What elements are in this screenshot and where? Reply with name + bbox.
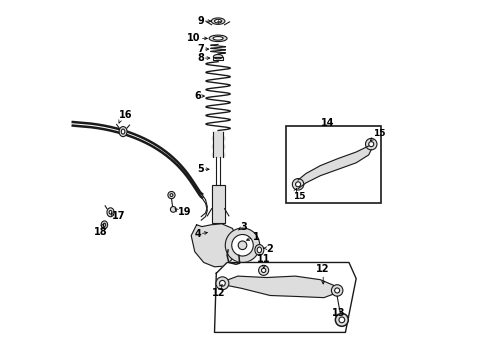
Circle shape — [259, 265, 269, 275]
Circle shape — [335, 288, 340, 293]
Circle shape — [262, 268, 266, 273]
Ellipse shape — [255, 244, 264, 255]
Polygon shape — [212, 185, 224, 223]
Circle shape — [232, 234, 253, 256]
Ellipse shape — [257, 247, 262, 253]
Ellipse shape — [107, 208, 114, 217]
Bar — [212, 185, 224, 223]
Circle shape — [225, 228, 260, 262]
Text: 1: 1 — [253, 232, 260, 242]
Text: 15: 15 — [373, 129, 386, 138]
Text: 17: 17 — [112, 211, 126, 221]
Text: 9: 9 — [197, 16, 204, 26]
Text: 10: 10 — [187, 33, 201, 43]
Text: 15: 15 — [294, 192, 306, 201]
Text: 4: 4 — [194, 229, 201, 239]
Ellipse shape — [213, 37, 223, 40]
Polygon shape — [221, 276, 337, 298]
Ellipse shape — [119, 127, 127, 136]
Ellipse shape — [103, 223, 106, 226]
Ellipse shape — [101, 221, 108, 229]
Polygon shape — [298, 144, 371, 189]
Text: 2: 2 — [267, 244, 273, 254]
Text: 5: 5 — [197, 164, 204, 174]
Circle shape — [171, 207, 176, 212]
Ellipse shape — [211, 18, 225, 24]
Text: 11: 11 — [257, 254, 271, 264]
Polygon shape — [215, 262, 356, 332]
Text: 8: 8 — [197, 53, 204, 63]
Circle shape — [168, 192, 175, 199]
Circle shape — [295, 182, 300, 187]
Circle shape — [366, 138, 377, 150]
Text: 14: 14 — [321, 118, 335, 128]
Ellipse shape — [214, 54, 223, 59]
Circle shape — [216, 277, 229, 290]
Circle shape — [170, 194, 173, 197]
Text: 13: 13 — [332, 308, 345, 318]
Text: 12: 12 — [213, 288, 226, 298]
Circle shape — [339, 317, 344, 323]
Circle shape — [220, 280, 225, 286]
Text: 3: 3 — [240, 222, 247, 232]
Text: 16: 16 — [119, 110, 132, 120]
Bar — [286, 126, 381, 203]
Text: 7: 7 — [197, 44, 204, 54]
Circle shape — [331, 285, 343, 296]
Ellipse shape — [209, 35, 227, 41]
Ellipse shape — [215, 19, 221, 23]
Circle shape — [368, 141, 374, 147]
Text: 18: 18 — [94, 226, 108, 237]
Circle shape — [293, 179, 304, 190]
Ellipse shape — [122, 129, 125, 134]
Text: 19: 19 — [177, 207, 191, 217]
Circle shape — [335, 314, 348, 326]
Ellipse shape — [109, 211, 112, 214]
Polygon shape — [191, 224, 238, 267]
Text: 12: 12 — [317, 264, 330, 274]
Circle shape — [238, 241, 247, 249]
Text: 6: 6 — [194, 91, 201, 101]
